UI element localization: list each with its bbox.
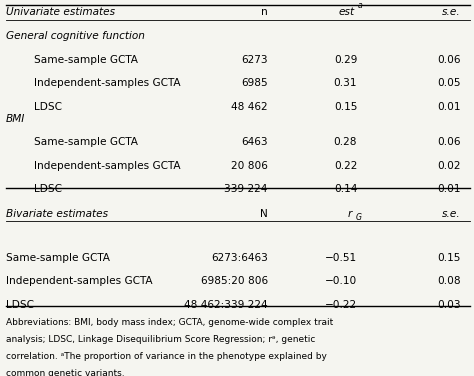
Text: 48 462:339 224: 48 462:339 224	[184, 300, 268, 310]
Text: Independent-samples GCTA: Independent-samples GCTA	[35, 78, 181, 88]
Text: 0.06: 0.06	[438, 55, 461, 65]
Text: Bivariate estimates: Bivariate estimates	[6, 209, 108, 219]
Text: 0.22: 0.22	[334, 161, 357, 171]
Text: Independent-samples GCTA: Independent-samples GCTA	[35, 161, 181, 171]
Text: s.e.: s.e.	[442, 8, 461, 17]
Text: 6273: 6273	[241, 55, 268, 65]
Text: 0.28: 0.28	[334, 137, 357, 147]
Text: 0.05: 0.05	[438, 78, 461, 88]
Text: Same-sample GCTA: Same-sample GCTA	[35, 137, 138, 147]
Text: 0.14: 0.14	[334, 184, 357, 194]
Text: Independent-samples GCTA: Independent-samples GCTA	[6, 276, 153, 286]
Text: 0.02: 0.02	[438, 161, 461, 171]
Text: 0.03: 0.03	[437, 300, 461, 310]
Text: Same-sample GCTA: Same-sample GCTA	[35, 55, 138, 65]
Text: LDSC: LDSC	[35, 184, 63, 194]
Text: 0.31: 0.31	[334, 78, 357, 88]
Text: r: r	[348, 209, 353, 219]
Text: 0.29: 0.29	[334, 55, 357, 65]
Text: 0.15: 0.15	[438, 253, 461, 263]
Text: 6985:20 806: 6985:20 806	[201, 276, 268, 286]
Text: −0.51: −0.51	[325, 253, 357, 263]
Text: 48 462: 48 462	[231, 102, 268, 112]
Text: BMI: BMI	[6, 114, 26, 124]
Text: common genetic variants.: common genetic variants.	[6, 369, 125, 376]
Text: est: est	[339, 8, 355, 17]
Text: correlation. ᵃThe proportion of variance in the phenotype explained by: correlation. ᵃThe proportion of variance…	[6, 352, 327, 361]
Text: Univariate estimates: Univariate estimates	[6, 8, 115, 17]
Text: LDSC: LDSC	[35, 102, 63, 112]
Text: Same-sample GCTA: Same-sample GCTA	[6, 253, 110, 263]
Text: n: n	[261, 8, 268, 17]
Text: LDSC: LDSC	[6, 300, 34, 310]
Text: 0.15: 0.15	[334, 102, 357, 112]
Text: a: a	[358, 1, 363, 10]
Text: General cognitive function: General cognitive function	[6, 31, 145, 41]
Text: 6463: 6463	[241, 137, 268, 147]
Text: G: G	[356, 213, 362, 222]
Text: analysis; LDSC, Linkage Disequilibrium Score Regression; rᵊ, genetic: analysis; LDSC, Linkage Disequilibrium S…	[6, 335, 316, 344]
Text: −0.22: −0.22	[325, 300, 357, 310]
Text: Abbreviations: BMI, body mass index; GCTA, genome-wide complex trait: Abbreviations: BMI, body mass index; GCT…	[6, 318, 333, 327]
Text: s.e.: s.e.	[442, 209, 461, 219]
Text: 339 224: 339 224	[224, 184, 268, 194]
Text: 0.01: 0.01	[438, 184, 461, 194]
Text: 0.06: 0.06	[438, 137, 461, 147]
Text: 0.01: 0.01	[438, 102, 461, 112]
Text: N: N	[260, 209, 268, 219]
Text: −0.10: −0.10	[325, 276, 357, 286]
Text: 6985: 6985	[241, 78, 268, 88]
Text: 6273:6463: 6273:6463	[211, 253, 268, 263]
Text: 20 806: 20 806	[231, 161, 268, 171]
Text: 0.08: 0.08	[437, 276, 461, 286]
